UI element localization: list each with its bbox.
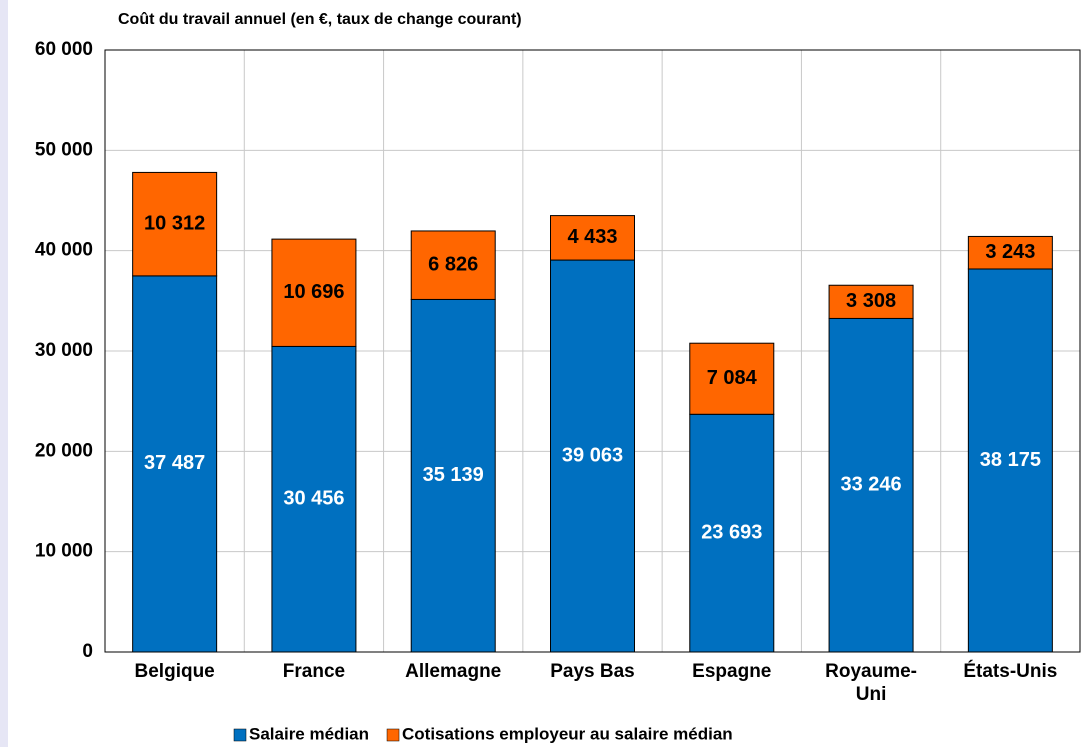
x-tick-label: États-Unis (963, 661, 1058, 682)
legend-swatch (233, 728, 247, 742)
x-tick-label: Allemagne (405, 661, 502, 682)
bar-segment (689, 413, 775, 653)
legend-swatch (386, 728, 400, 742)
legend-label: Cotisations employeur au salaire médian (402, 724, 733, 743)
bar-segment (550, 215, 635, 261)
bar-segment (689, 342, 775, 415)
value-label: 37 487 (144, 452, 205, 474)
y-tick-label: 20 000 (35, 440, 93, 461)
value-label: 23 693 (701, 521, 762, 543)
bar-segment (550, 259, 635, 653)
y-tick-label: 30 000 (35, 340, 93, 361)
x-tick-label: Belgique (134, 661, 215, 682)
legend-label: Salaire médian (249, 724, 369, 743)
y-tick-label: 10 000 (35, 541, 93, 562)
value-label: 3 308 (846, 290, 896, 312)
value-label: 30 456 (283, 487, 344, 509)
value-label: 4 433 (567, 226, 617, 248)
side-strip (0, 0, 8, 747)
bar-segment (828, 317, 914, 653)
value-label: 10 696 (283, 281, 344, 303)
bar-segment (132, 275, 218, 653)
x-tick-label: France (282, 661, 346, 682)
y-tick-label: 60 000 (35, 39, 93, 60)
y-tick-label: 40 000 (35, 240, 93, 261)
bar-segment (132, 171, 218, 277)
value-label: 7 084 (707, 367, 758, 389)
y-tick-label: 0 (82, 641, 93, 662)
chart-title: Coût du travail annuel (en €, taux de ch… (118, 11, 522, 28)
bar-segment (271, 238, 357, 347)
y-tick-label: 50 000 (35, 139, 93, 160)
value-label: 33 246 (840, 473, 901, 495)
bar-segment (271, 345, 357, 653)
value-label: 39 063 (562, 444, 623, 466)
value-label: 3 243 (985, 241, 1035, 263)
bar-segment (410, 298, 496, 653)
x-tick-label: Pays Bas (550, 661, 635, 682)
bar-segment (967, 235, 1053, 270)
value-label: 38 175 (980, 449, 1041, 471)
value-label: 6 826 (428, 253, 478, 275)
x-tick-label: Espagne (692, 661, 772, 682)
bar-segment (828, 284, 914, 319)
bar-segment (410, 230, 496, 300)
value-label: 35 139 (423, 464, 484, 486)
x-tick-label: Royaume-Uni (825, 661, 917, 705)
value-label: 10 312 (144, 212, 205, 234)
